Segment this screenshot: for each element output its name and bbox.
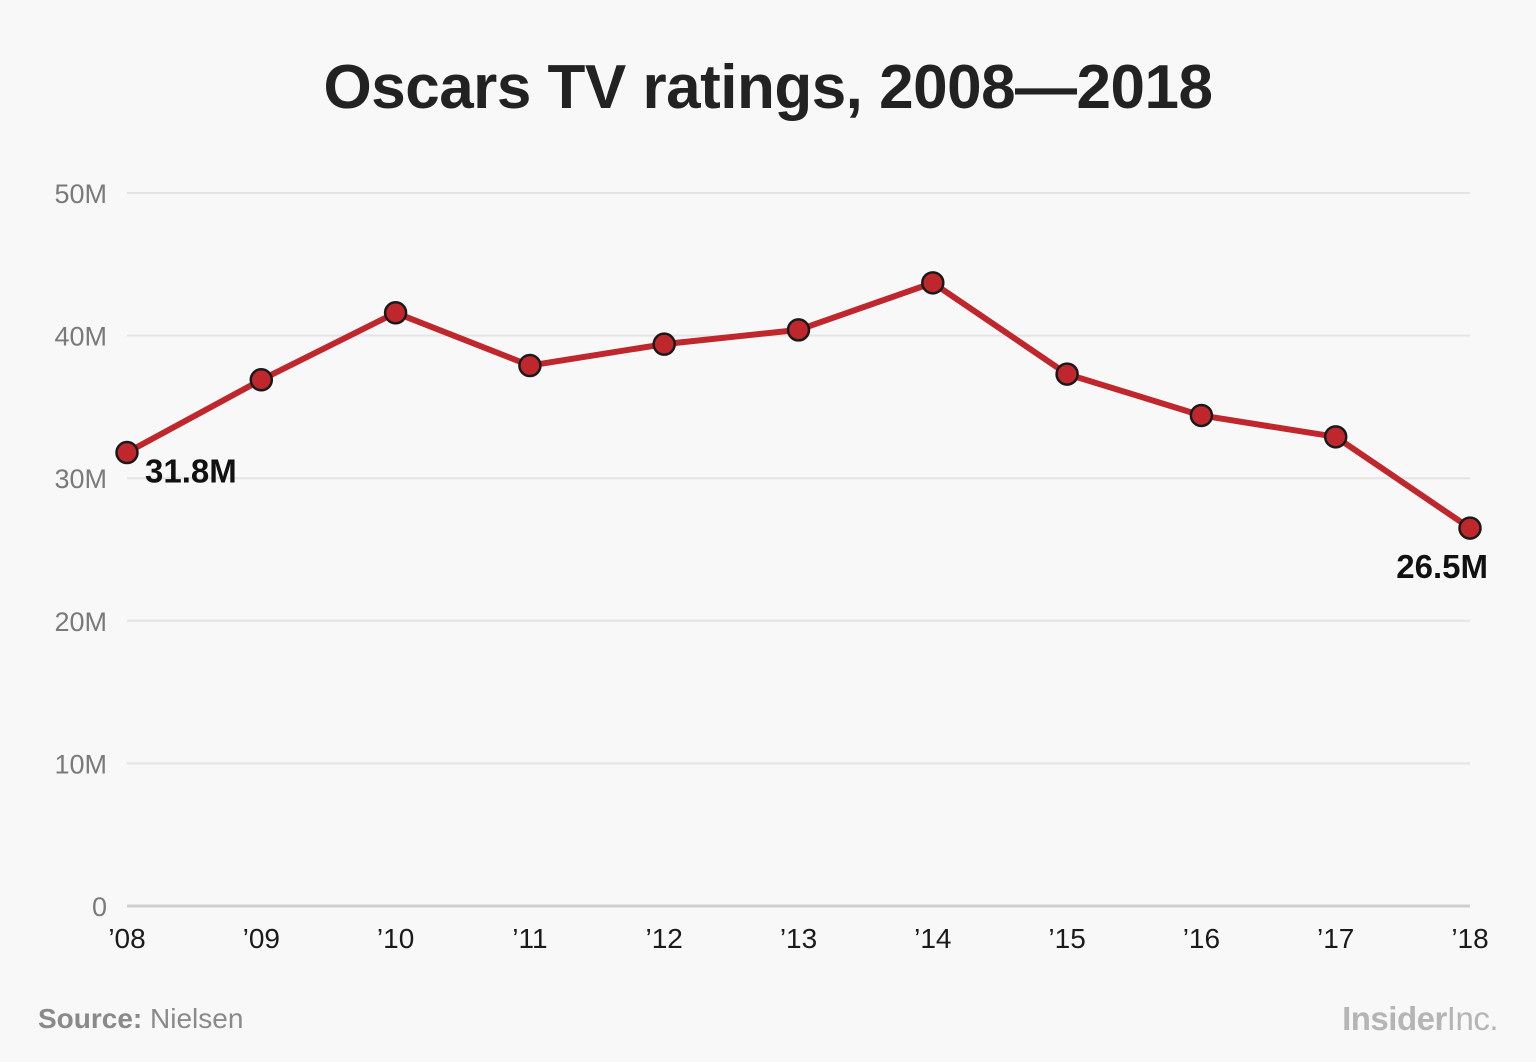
data-point	[518, 353, 542, 378]
source-note: Source: Nielsen	[38, 1003, 243, 1035]
brand-suffix: Inc.	[1446, 1000, 1499, 1037]
data-label: 31.8M	[145, 453, 237, 490]
data-point	[786, 318, 811, 342]
y-tick-label: 20M	[54, 607, 107, 637]
x-tick-label: ’09	[243, 923, 280, 954]
y-tick-label: 30M	[54, 464, 107, 494]
y-tick-label: 10M	[54, 749, 107, 779]
data-point	[1055, 362, 1079, 386]
x-axis: ’08 ’09 ’10 ’11 ’12 ’13 ’14 ’15 ’16 ’17 ’18	[108, 923, 1488, 954]
data-labels: 31.8M 26.5M	[145, 453, 1488, 586]
data-point	[115, 440, 139, 465]
x-tick-label: ’12	[646, 923, 683, 954]
y-axis: 0 10M 20M 30M 40M 50M	[54, 179, 107, 922]
x-tick-label: ’11	[512, 923, 547, 954]
x-tick-label: ’16	[1183, 923, 1220, 954]
brand-logo: InsiderInc.	[1342, 1000, 1498, 1038]
x-tick-label: ’08	[108, 923, 145, 954]
data-point	[1323, 425, 1348, 449]
grid-lines	[127, 192, 1470, 908]
x-tick-label: ’10	[377, 923, 414, 954]
data-points	[115, 271, 1482, 540]
x-tick-label: ’14	[914, 923, 951, 954]
data-point	[1458, 516, 1482, 540]
data-point	[249, 368, 274, 392]
x-tick-label: ’18	[1451, 923, 1488, 954]
data-point	[921, 271, 945, 295]
source-value: Nielsen	[150, 1003, 244, 1034]
y-tick-label: 0	[92, 892, 107, 922]
data-point	[1189, 403, 1214, 428]
source-label: Source:	[38, 1003, 143, 1034]
y-tick-label: 40M	[54, 322, 107, 352]
x-tick-label: ’15	[1048, 923, 1085, 954]
brand-name: Insider	[1342, 1000, 1447, 1037]
data-point	[652, 332, 676, 356]
data-label: 26.5M	[1396, 548, 1488, 585]
data-point	[383, 301, 408, 325]
x-tick-label: ’17	[1317, 923, 1354, 954]
chart-title: Oscars TV ratings, 2008—2018	[323, 53, 1213, 122]
y-tick-label: 50M	[54, 179, 107, 209]
x-tick-label: ’13	[780, 923, 817, 954]
